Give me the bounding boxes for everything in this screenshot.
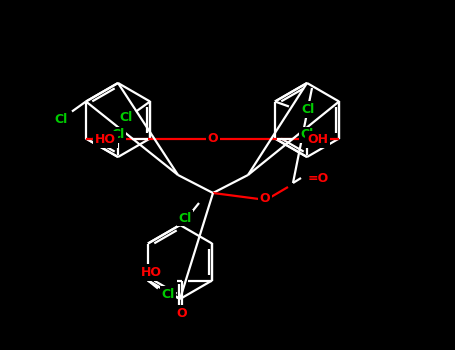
Text: Cl: Cl: [111, 128, 125, 141]
Text: Cl: Cl: [301, 103, 314, 116]
Text: O: O: [260, 193, 270, 205]
Text: Cl: Cl: [178, 211, 192, 224]
Text: O: O: [177, 307, 187, 320]
Text: HO: HO: [141, 266, 162, 279]
Text: O: O: [207, 132, 218, 145]
Text: Cl: Cl: [119, 111, 133, 124]
Text: HO: HO: [95, 133, 116, 146]
Text: OH: OH: [307, 133, 328, 146]
Text: Cl: Cl: [162, 288, 175, 301]
Text: =O: =O: [308, 172, 329, 184]
Text: Cl: Cl: [300, 128, 313, 141]
Text: Cl: Cl: [54, 113, 68, 126]
